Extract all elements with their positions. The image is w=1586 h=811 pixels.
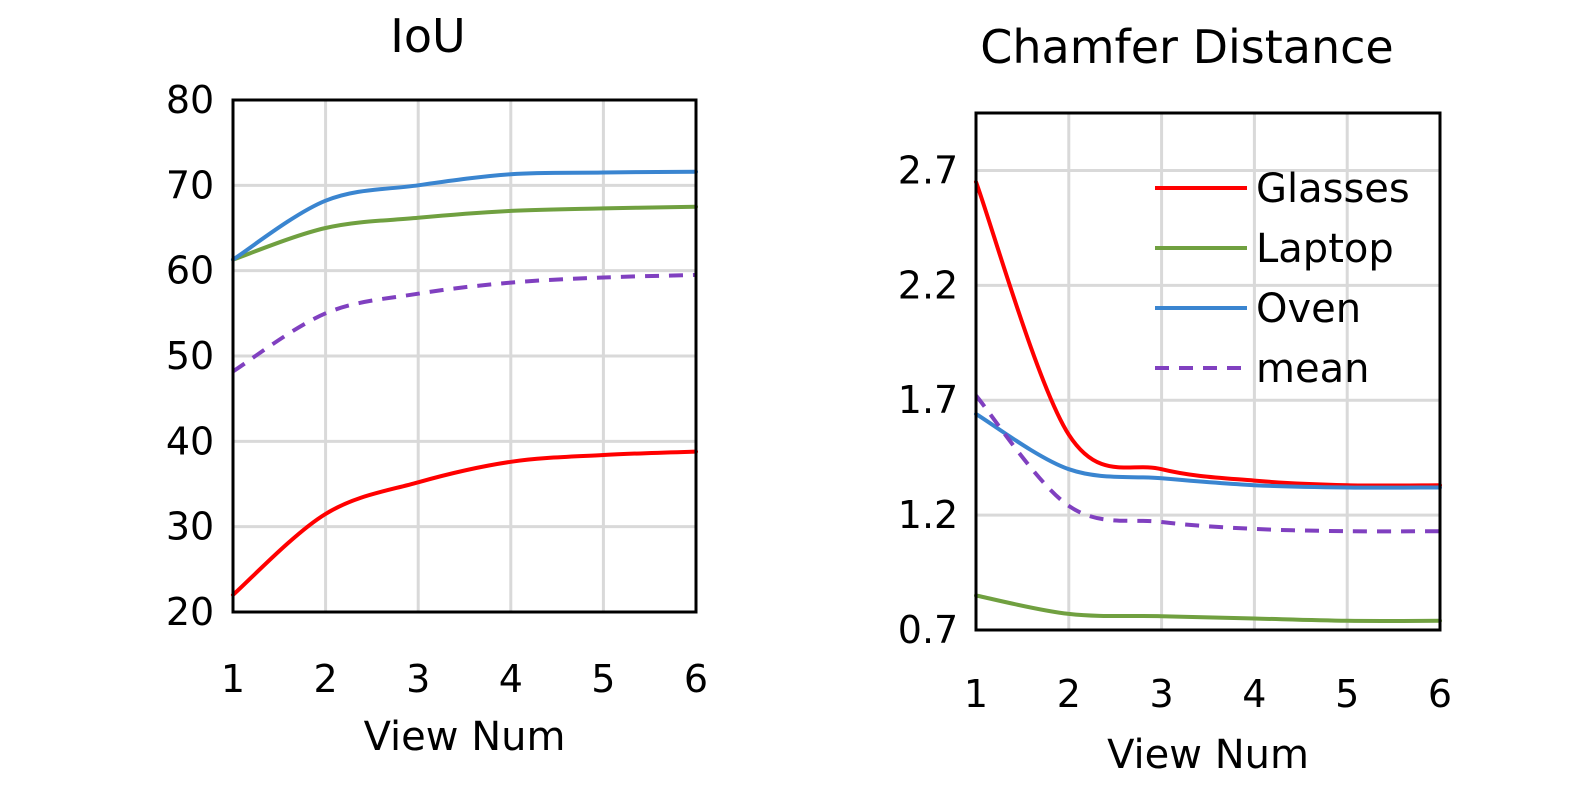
x-tick-label: 4 (499, 657, 523, 701)
x-axis-label: View Num (364, 714, 566, 760)
legend: Glasses Laptop Oven mean (1155, 166, 1410, 392)
y-tick-label: 40 (166, 419, 214, 463)
series-line-glasses (974, 179, 1442, 488)
y-tick-label: 20 (166, 590, 214, 634)
series-line-oven (974, 412, 1442, 490)
series-line-glasses (231, 449, 698, 597)
y-tick-label: 2.7 (898, 148, 958, 192)
y-tick-label: 1.7 (898, 378, 958, 422)
x-tick-label: 2 (1057, 672, 1081, 716)
series-line-mean (974, 394, 1441, 534)
y-tick-label: 60 (166, 249, 214, 293)
x-tick-label: 6 (1428, 672, 1452, 716)
y-tick-label: 80 (166, 78, 214, 122)
x-tick-label: 6 (684, 657, 708, 701)
legend-label: mean (1256, 346, 1369, 392)
x-tick-label: 2 (314, 657, 338, 701)
x-axis-label: View Num (1107, 732, 1309, 778)
iou-chart: IoU 20 30 40 50 60 70 80 1 2 3 4 5 6 View Num (166, 9, 708, 760)
x-tick-label: 1 (964, 672, 988, 716)
x-tick-label: 3 (406, 657, 430, 701)
y-tick-label: 50 (166, 334, 214, 378)
chart-title: IoU (390, 9, 465, 63)
chamfer-distance-chart: Chamfer Distance 0.7 1.2 1.7 2.2 2.7 1 2 3 4 5 6 Vie… (898, 20, 1452, 778)
x-tick-label: 5 (1335, 672, 1359, 716)
y-tick-label: 70 (166, 163, 214, 207)
y-tick-label: 2.2 (898, 263, 958, 307)
series-line-oven (231, 169, 698, 262)
legend-label: Laptop (1256, 226, 1394, 272)
y-tick-label: 30 (166, 505, 214, 549)
y-tick-label: 0.7 (898, 608, 958, 652)
legend-label: Glasses (1256, 166, 1410, 212)
series-line-laptop (231, 204, 698, 262)
y-tick-label: 1.2 (898, 493, 958, 537)
x-tick-label: 3 (1150, 672, 1174, 716)
x-tick-label: 1 (221, 657, 245, 701)
series-line-laptop (974, 593, 1442, 623)
x-tick-label: 5 (591, 657, 615, 701)
x-tick-label: 4 (1242, 672, 1266, 716)
chart-title: Chamfer Distance (980, 20, 1393, 74)
legend-label: Oven (1256, 286, 1361, 332)
plot-frame (974, 111, 1442, 632)
series-line-mean (231, 272, 697, 374)
plot-frame (231, 98, 698, 614)
